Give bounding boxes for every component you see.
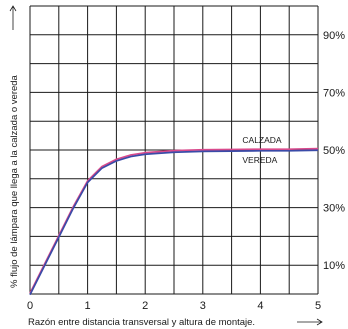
annotation-label: VEREDA	[242, 155, 277, 165]
x-tick-label: 0	[27, 300, 33, 312]
series-line-2	[29, 149, 319, 296]
x-tick-label: 5	[315, 300, 321, 312]
x-tick-label: 3	[200, 300, 206, 312]
x-tick-label: 1	[85, 300, 91, 312]
y-tick-label: 30%	[323, 203, 345, 215]
x-tick-label: 4	[257, 300, 263, 312]
x-axis-label: Razón entre distancia transversal y altu…	[28, 317, 255, 328]
x-tick-label: 2	[142, 300, 148, 312]
y-tick-label: 70%	[323, 87, 345, 99]
annotation-label: CALZADA	[242, 135, 282, 145]
y-tick-label: 50%	[323, 145, 345, 157]
series-lines	[29, 147, 319, 296]
y-tick-label: 90%	[323, 30, 345, 42]
y-axis-label: % flujo de lámpara que llega a la calzad…	[9, 74, 20, 288]
x-axis-arrow	[297, 318, 323, 326]
annotations: CALZADA VEREDA	[242, 135, 282, 165]
y-tick-label: 10%	[323, 260, 345, 272]
tick-labels: 0 1 2 3 4 5 10% 30% 50% 70% 90%	[27, 30, 345, 312]
y-axis-arrow	[9, 5, 17, 30]
